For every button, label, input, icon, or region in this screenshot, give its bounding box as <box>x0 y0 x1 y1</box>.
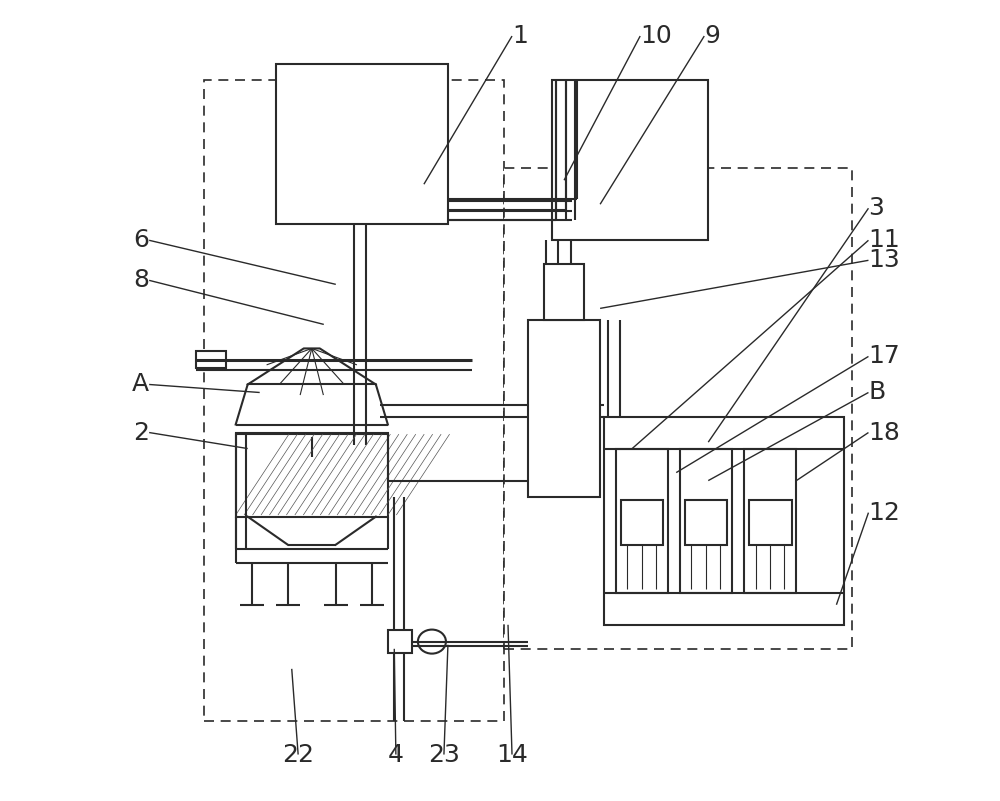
Text: 14: 14 <box>496 743 528 767</box>
Text: 8: 8 <box>133 268 149 292</box>
Text: A: A <box>132 372 149 396</box>
Text: 4: 4 <box>388 743 404 767</box>
Text: 6: 6 <box>133 228 149 252</box>
Text: 9: 9 <box>704 24 720 48</box>
Text: 10: 10 <box>640 24 672 48</box>
Text: 12: 12 <box>868 501 900 525</box>
Bar <box>604 417 844 625</box>
Text: 18: 18 <box>868 421 900 445</box>
Text: 11: 11 <box>868 228 900 252</box>
Bar <box>552 80 708 240</box>
Bar <box>504 168 852 649</box>
Text: 17: 17 <box>868 344 900 368</box>
Bar <box>744 449 796 593</box>
Bar <box>685 500 727 545</box>
Text: 1: 1 <box>512 24 528 48</box>
Bar <box>196 351 226 368</box>
Bar <box>528 320 600 497</box>
Text: 13: 13 <box>868 248 900 272</box>
Text: B: B <box>868 380 886 405</box>
Bar <box>302 442 321 457</box>
Text: 2: 2 <box>133 421 149 445</box>
Bar <box>388 630 412 653</box>
Text: 3: 3 <box>868 196 884 220</box>
Bar <box>616 449 668 593</box>
Bar <box>236 433 388 517</box>
Bar <box>276 64 448 224</box>
Text: 23: 23 <box>428 743 460 767</box>
Bar <box>204 80 504 721</box>
Ellipse shape <box>418 630 446 654</box>
Bar <box>680 449 732 593</box>
Bar <box>544 264 584 320</box>
Text: 22: 22 <box>282 743 314 767</box>
Bar <box>621 500 663 545</box>
Bar <box>749 500 792 545</box>
